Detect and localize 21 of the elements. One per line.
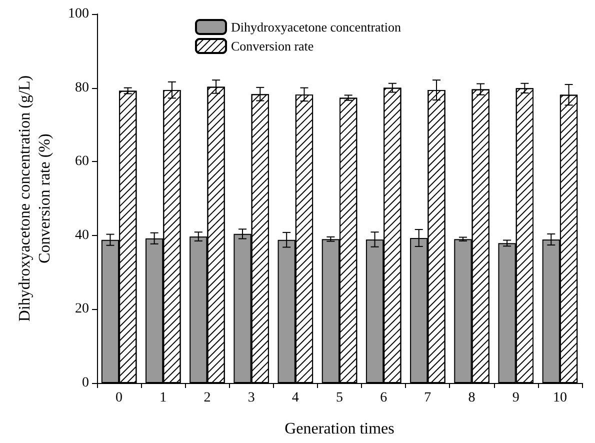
y-tick-label: 20: [75, 302, 89, 317]
x-tick-label: 9: [512, 390, 520, 406]
x-tick-label: 6: [380, 390, 388, 406]
x-tick-label: 7: [424, 390, 432, 406]
y-tick-label: 0: [82, 376, 89, 390]
y-tick-label: 60: [75, 154, 89, 170]
x-tick-label: 0: [116, 390, 123, 406]
x-tick-label: 1: [160, 390, 167, 406]
x-tick-label: 10: [552, 390, 567, 406]
y-tick-label: 80: [75, 80, 89, 96]
x-tick-label: 4: [292, 390, 299, 406]
legend-label: Dihydroxyacetone concentration: [231, 20, 402, 34]
y-axis-title: Dihydroxyacetone concentration (g/L) Conversion rate (%): [16, 75, 54, 322]
x-tick-label: 8: [468, 390, 476, 406]
y-tick-label: 40: [75, 228, 89, 243]
x-tick-label: 5: [336, 390, 343, 406]
y-tick-label: 100: [68, 6, 89, 22]
x-tick-label: 2: [204, 390, 211, 406]
x-tick-label: 3: [248, 390, 255, 406]
x-axis-title: Generation times: [284, 420, 394, 438]
legend-label: Conversion rate: [231, 38, 314, 54]
